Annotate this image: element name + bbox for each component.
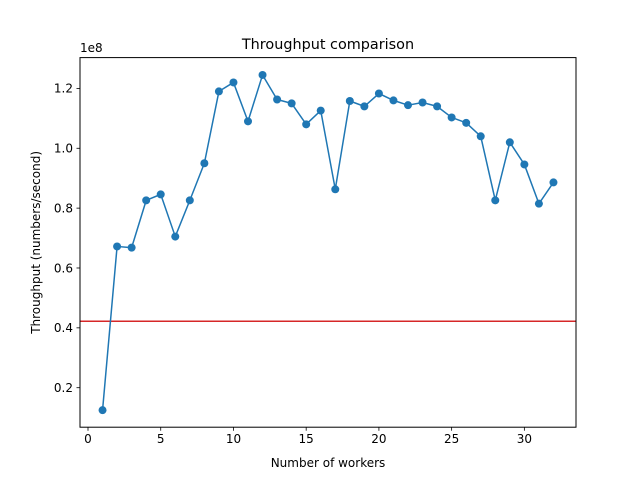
x-tick-label: 20	[371, 432, 386, 446]
x-tick-label: 25	[444, 432, 459, 446]
y-tick-label: 0.2	[54, 381, 73, 395]
data-point	[476, 132, 485, 141]
data-point	[404, 101, 412, 110]
data-point	[287, 99, 296, 108]
data-point	[418, 98, 427, 107]
y-axis-label: Throughput (numbers/second)	[29, 151, 43, 335]
x-tick-label: 0	[84, 432, 92, 446]
data-point	[171, 232, 180, 241]
data-point	[520, 160, 529, 169]
data-point	[505, 138, 514, 147]
data-point	[156, 190, 165, 199]
y-tick-label: 1.0	[54, 142, 73, 156]
data-point	[98, 406, 107, 415]
x-axis-ticks: 0 5 10 15 20 25 30	[84, 427, 532, 446]
y-tick-label: 0.8	[54, 201, 73, 215]
data-point	[389, 96, 398, 105]
data-point	[214, 87, 223, 96]
y-tick-label: 1.2	[54, 82, 73, 96]
data-point	[273, 95, 282, 104]
x-tick-label: 10	[226, 432, 241, 446]
data-point	[345, 96, 354, 105]
data-point	[142, 196, 151, 205]
x-tick-label: 30	[517, 432, 532, 446]
y-tick-label: 0.4	[54, 321, 73, 335]
data-point	[549, 178, 558, 187]
data-point	[229, 78, 238, 87]
x-tick-label: 15	[299, 432, 314, 446]
data-point	[185, 196, 194, 205]
data-point	[360, 102, 369, 111]
y-tick-label: 0.6	[54, 261, 73, 275]
chart-title: Throughput comparison	[241, 37, 414, 53]
data-point	[447, 113, 456, 122]
data-point	[302, 120, 311, 129]
data-point	[433, 102, 442, 111]
data-point	[200, 159, 209, 168]
x-tick-label: 5	[157, 432, 165, 446]
plot-area	[80, 57, 576, 428]
data-point	[258, 70, 267, 79]
x-axis-label: Number of workers	[271, 456, 386, 470]
series-layer	[98, 70, 558, 415]
data-point	[534, 199, 543, 208]
data-point	[462, 118, 471, 127]
data-point	[113, 242, 122, 251]
data-point	[244, 117, 252, 126]
axes-frame	[79, 57, 577, 428]
data-point	[491, 196, 500, 205]
data-point	[316, 106, 325, 115]
data-point	[127, 243, 136, 252]
data-point	[374, 89, 383, 98]
data-point	[331, 185, 340, 194]
y-axis-offset-label: 1e8	[80, 41, 103, 55]
y-axis-ticks: 0.2 0.4 0.6 0.8 1.0 1.2	[54, 82, 80, 395]
